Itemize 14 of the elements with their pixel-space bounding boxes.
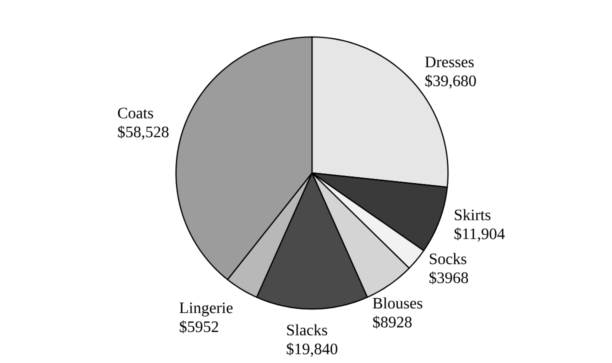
slice-label: Dresses xyxy=(425,56,474,68)
slice-label: Socks xyxy=(430,253,466,264)
slice-label: Blouses xyxy=(372,297,422,309)
data-label: $11,904 xyxy=(454,228,505,242)
data-label: $8928 xyxy=(373,316,412,329)
slice-label: Lingerie xyxy=(180,302,233,316)
data-label: $3968 xyxy=(429,271,468,284)
data-label: $58,528 xyxy=(118,126,169,140)
slice-label: Slacks xyxy=(287,324,328,336)
data-label: $39,680 xyxy=(425,74,476,89)
slice-label: Coats xyxy=(118,108,154,118)
data-label: $5952 xyxy=(180,320,218,334)
slice-label: Skirts xyxy=(454,209,490,220)
data-label: $19,840 xyxy=(286,342,338,357)
